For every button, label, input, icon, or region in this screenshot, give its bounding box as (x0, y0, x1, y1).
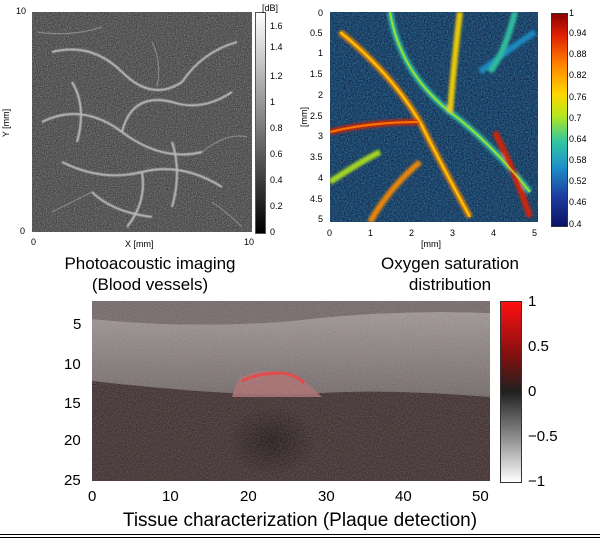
photoacoustic-colorbar-unit: [dB] (262, 3, 279, 13)
tissue-x-tick: 10 (162, 488, 179, 505)
tissue-x-tick: 20 (240, 488, 257, 505)
photoacoustic-x-label: X [mm] (125, 239, 154, 249)
bottom-rule (0, 537, 600, 538)
photoacoustic-x-tick: 10 (244, 237, 255, 247)
tissue-caption: Tissue characterization (Plaque detectio… (122, 510, 478, 531)
tissue-colorbar-tick: −0.5 (528, 428, 558, 445)
tissue-y-tick: 5 (73, 316, 82, 333)
oxygen-caption-line2: distribution (408, 275, 492, 294)
photoacoustic-colorbar-tick: 0.2 (270, 201, 283, 211)
photoacoustic-caption: Photoacoustic imaging (Blood vessels) (30, 253, 270, 295)
oxygen-y-tick: 0.5 (310, 28, 323, 38)
tissue-x-tick: 0 (88, 488, 97, 505)
tissue-y-tick: 15 (64, 395, 81, 412)
oxygen-y-tick: 4 (318, 173, 324, 183)
oxygen-x-tick: 0 (327, 228, 333, 238)
tissue-y-tick: 10 (64, 356, 81, 373)
oxygen-colorbar-tick: 0.58 (569, 155, 587, 165)
oxygen-x-label: [mm] (421, 239, 441, 249)
tissue-colorbar-tick: 1 (528, 293, 537, 310)
tissue-x-tick: 30 (318, 488, 335, 505)
oxygen-colorbar-tick: 0.52 (569, 176, 587, 186)
oxygen-colorbar-tick: 0.76 (569, 92, 587, 102)
tissue-colorbar-tick: 0 (528, 383, 537, 400)
oxygen-colorbar-tick: 1 (569, 8, 575, 18)
photoacoustic-colorbar-tick: 0.6 (270, 149, 283, 159)
oxygen-y-tick: 3 (318, 131, 324, 141)
tissue-colorbar (500, 301, 522, 483)
oxygen-x-tick: 3 (450, 228, 456, 238)
oxygen-colorbar-tick: 0.46 (569, 197, 587, 207)
photoacoustic-colorbar-tick: 1.6 (270, 21, 283, 31)
oxygen-caption-line1: Oxygen saturation (381, 254, 519, 273)
tissue-x-tick: 40 (395, 488, 412, 505)
oxygen-y-tick: 2 (318, 90, 324, 100)
oxygen-colorbar-tick: 0.94 (569, 28, 587, 38)
photoacoustic-colorbar-tick: 0.4 (270, 175, 283, 185)
oxygen-colorbar-tick: 0.82 (569, 70, 587, 80)
tissue-y-tick: 20 (64, 432, 81, 449)
oxygen-saturation-colorbar (551, 13, 568, 227)
photoacoustic-colorbar-tick: 0 (270, 227, 276, 237)
oxygen-y-label: [mm] (299, 107, 309, 127)
photoacoustic-y-label: Y [mm] (1, 108, 12, 138)
photoacoustic-image (32, 12, 252, 232)
tissue-colorbar-tick: 0.5 (528, 338, 549, 355)
oxygen-x-tick: 2 (409, 228, 415, 238)
photoacoustic-colorbar (255, 12, 266, 234)
photoacoustic-colorbar-tick: 1.4 (270, 42, 283, 52)
oxygen-colorbar-tick: 0.4 (569, 219, 582, 229)
oxygen-x-tick: 4 (491, 228, 497, 238)
photoacoustic-caption-line2: (Blood vessels) (91, 275, 209, 294)
oxygen-y-tick: 1 (318, 48, 324, 58)
tissue-image (92, 301, 490, 481)
bottom-rule (0, 534, 600, 535)
tissue-colorbar-tick: −1 (528, 473, 546, 490)
oxygen-colorbar-tick: 0.64 (569, 134, 587, 144)
oxygen-colorbar-tick: 0.7 (569, 113, 582, 123)
oxygen-y-tick: 1.5 (310, 69, 323, 79)
oxygen-y-tick: 3.5 (310, 152, 323, 162)
oxygen-y-tick: 0 (318, 8, 324, 18)
photoacoustic-x-tick: 0 (31, 237, 37, 247)
photoacoustic-y-tick: 0 (20, 226, 26, 236)
photoacoustic-caption-line1: Photoacoustic imaging (64, 254, 236, 273)
photoacoustic-colorbar-tick: 1 (270, 97, 276, 107)
photoacoustic-colorbar-tick: 0.8 (270, 123, 283, 133)
oxygen-caption: Oxygen saturation distribution (330, 253, 570, 295)
oxygen-y-tick: 2.5 (310, 111, 323, 121)
photoacoustic-y-tick: 10 (16, 6, 27, 16)
photoacoustic-colorbar-tick: 1.2 (270, 71, 283, 81)
tissue-y-tick: 25 (64, 472, 81, 489)
tissue-x-tick: 50 (472, 488, 489, 505)
oxygen-saturation-image (330, 12, 538, 222)
oxygen-x-tick: 1 (368, 228, 374, 238)
oxygen-x-tick: 5 (532, 228, 538, 238)
oxygen-colorbar-tick: 0.88 (569, 49, 587, 59)
oxygen-y-tick: 4.5 (310, 194, 323, 204)
oxygen-y-tick: 5 (318, 214, 324, 224)
